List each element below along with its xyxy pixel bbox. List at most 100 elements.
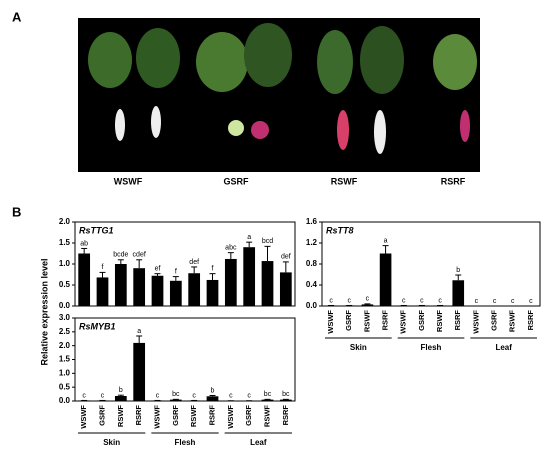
significance-label: c — [247, 393, 251, 400]
y-tick-label: 0.5 — [59, 280, 71, 289]
significance-label: b — [119, 387, 123, 394]
y-tick-label: 1.0 — [59, 368, 71, 377]
x-tick-label: GSRF — [97, 405, 106, 426]
significance-label: c — [156, 392, 160, 399]
group-label: Leaf — [495, 343, 512, 352]
bar — [169, 280, 182, 306]
significance-label: c — [438, 297, 442, 304]
bar — [361, 304, 374, 306]
significance-label: def — [281, 254, 291, 261]
bar — [114, 264, 127, 306]
x-tick-label: RSWF — [362, 310, 371, 332]
photo-label: RSWF — [331, 176, 358, 186]
bar — [243, 247, 256, 306]
significance-label: b — [456, 267, 460, 274]
x-tick-label: RSRF — [134, 405, 143, 426]
x-tick-label: RSWF — [508, 310, 517, 332]
x-tick-label: RSRF — [381, 310, 390, 331]
significance-label: ab — [80, 240, 88, 247]
x-tick-label: RSRF — [207, 405, 216, 426]
bar — [279, 272, 292, 306]
bar — [78, 253, 91, 306]
x-tick-label: WSWF — [399, 310, 408, 334]
bar — [224, 258, 237, 306]
bar — [452, 280, 465, 306]
group-label: Skin — [350, 343, 367, 352]
significance-label: cdef — [133, 252, 146, 259]
x-tick-label: RSWF — [189, 405, 198, 427]
y-tick-label: 1.6 — [306, 217, 318, 226]
significance-label: abc — [225, 245, 237, 252]
photo-label: GSRF — [223, 176, 249, 186]
photo — [78, 18, 480, 172]
y-tick-label: 2.0 — [59, 341, 71, 350]
x-tick-label: GSRF — [417, 310, 426, 331]
y-tick-label: 0.0 — [59, 396, 71, 405]
significance-label: c — [192, 392, 196, 399]
bar — [151, 275, 164, 306]
bar — [133, 342, 146, 401]
photo-label: WSWF — [114, 176, 143, 186]
bar — [133, 268, 146, 306]
significance-label: c — [229, 393, 233, 400]
significance-label: f — [102, 264, 104, 271]
significance-label: bcde — [113, 252, 128, 259]
x-tick-label: RSRF — [453, 310, 462, 331]
significance-label: bc — [282, 391, 290, 398]
y-tick-label: 1.5 — [59, 238, 71, 247]
x-tick-label: WSWF — [226, 405, 235, 429]
significance-label: c — [329, 297, 333, 304]
group-label: Flesh — [175, 438, 196, 447]
significance-label: c — [493, 298, 497, 305]
chart-title: RsTTG1 — [79, 225, 114, 235]
significance-label: a — [384, 237, 388, 244]
x-tick-label: GSRF — [171, 405, 180, 426]
y-tick-label: 0.0 — [59, 301, 71, 310]
plot-frame — [321, 221, 541, 307]
x-tick-label: WSWF — [471, 310, 480, 334]
significance-label: c — [348, 297, 352, 304]
x-tick-label: RSWF — [262, 405, 271, 427]
x-tick-label: GSRF — [490, 310, 499, 331]
bar — [188, 273, 201, 306]
group-label: Flesh — [421, 343, 442, 352]
x-tick-label: GSRF — [244, 405, 253, 426]
bar — [206, 279, 219, 306]
x-tick-label: WSWF — [79, 405, 88, 429]
y-tick-label: 0.5 — [59, 382, 71, 391]
photo-label: RSRF — [441, 176, 466, 186]
y-tick-label: 1.2 — [306, 238, 318, 247]
y-tick-label: 0.8 — [306, 259, 318, 268]
y-tick-label: 0.0 — [306, 301, 318, 310]
bar — [114, 396, 127, 401]
significance-label: bc — [264, 391, 272, 398]
x-tick-label: RSRF — [526, 310, 535, 331]
y-tick-label: 1.5 — [59, 355, 71, 364]
significance-label: b — [211, 387, 215, 394]
chart-title: RsTT8 — [326, 225, 354, 235]
significance-label: c — [366, 296, 370, 303]
bar — [261, 399, 274, 401]
y-tick-label: 2.0 — [59, 217, 71, 226]
bar — [169, 399, 182, 401]
significance-label: f — [175, 268, 177, 275]
significance-label: bc — [172, 391, 180, 398]
x-tick-label: RSWF — [116, 405, 125, 427]
chart-title: RsMYB1 — [79, 321, 116, 331]
significance-label: a — [247, 234, 251, 241]
significance-label: a — [137, 328, 141, 335]
significance-label: f — [212, 266, 214, 273]
y-tick-label: 0.4 — [306, 280, 318, 289]
bar — [279, 399, 292, 401]
bar — [261, 261, 274, 306]
panel-label: A — [12, 9, 22, 24]
significance-label: ef — [155, 266, 161, 273]
x-tick-label: RSWF — [435, 310, 444, 332]
significance-label: c — [101, 392, 105, 399]
significance-label: def — [189, 259, 199, 266]
x-tick-label: GSRF — [344, 310, 353, 331]
significance-label: c — [402, 297, 406, 304]
significance-label: c — [82, 392, 86, 399]
significance-label: c — [511, 298, 515, 305]
